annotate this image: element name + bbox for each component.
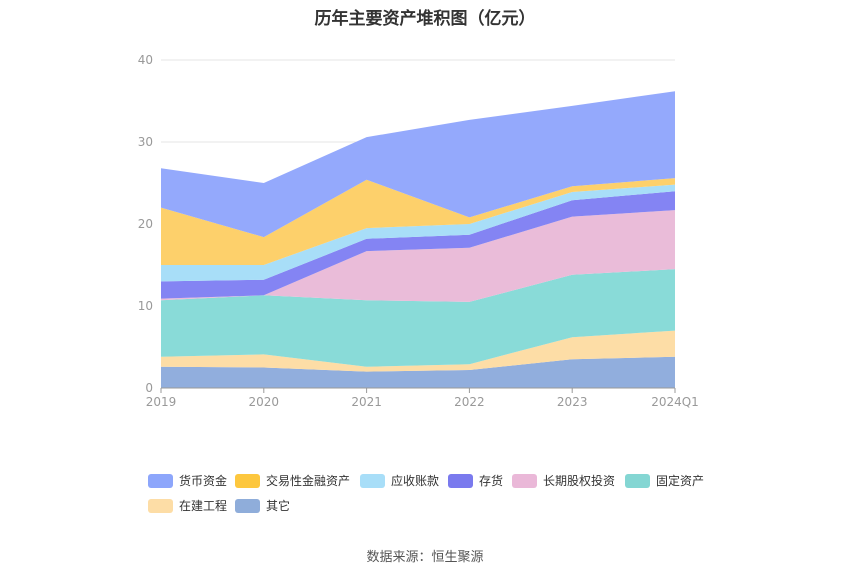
legend-item[interactable]: 长期股权投资 — [512, 472, 615, 489]
area-存货 — [161, 191, 675, 299]
legend-label: 其它 — [266, 499, 291, 513]
y-tick-label: 20 — [138, 217, 153, 231]
area-长期股权投资 — [161, 210, 675, 302]
area-货币资金 — [161, 91, 675, 238]
area-在建工程 — [161, 330, 675, 372]
legend-swatch — [448, 473, 473, 488]
legend-item[interactable]: 货币资金 — [148, 472, 227, 489]
legend-label: 存货 — [479, 474, 504, 488]
legend-label: 货币资金 — [179, 474, 228, 488]
x-tick-label: 2023 — [557, 395, 588, 409]
legend-label: 固定资产 — [656, 474, 705, 488]
legend-label: 应收账款 — [391, 474, 440, 488]
legend-item[interactable]: 固定资产 — [625, 472, 704, 489]
x-tick-label: 2024Q1 — [651, 395, 699, 409]
legend-swatch — [235, 498, 260, 513]
y-tick-label: 30 — [138, 135, 153, 149]
y-tick-label: 40 — [138, 53, 153, 67]
legend-swatch — [148, 473, 173, 488]
x-tick-label: 2022 — [454, 395, 485, 409]
legend-item[interactable]: 在建工程 — [148, 497, 227, 514]
y-tick-label: 10 — [138, 299, 153, 313]
area-固定资产 — [161, 269, 675, 367]
y-tick-label: 0 — [145, 381, 153, 395]
legend-item[interactable]: 存货 — [448, 472, 503, 489]
legend-label: 在建工程 — [179, 499, 228, 513]
x-tick-label: 2021 — [351, 395, 382, 409]
legend-label: 长期股权投资 — [543, 474, 616, 488]
data-source-note: 数据来源：恒生聚源 — [366, 550, 484, 565]
legend-swatch — [625, 473, 650, 488]
legend-swatch — [360, 473, 385, 488]
chart-title: 历年主要资产堆积图（亿元） — [314, 9, 536, 29]
stacked-area-chart: 2019 2020 2021 2022 2023 2024Q1 0 10 20 30 40 — [138, 53, 699, 409]
x-tick-label: 2019 — [146, 395, 177, 409]
axes: 2019 2020 2021 2022 2023 2024Q1 0 10 20 30 40 — [138, 53, 699, 409]
legend-swatch — [235, 473, 260, 488]
legend-item[interactable]: 交易性金融资产 — [235, 472, 350, 489]
legend-label: 交易性金融资产 — [266, 474, 351, 488]
x-tick-label: 2020 — [249, 395, 280, 409]
legend-item[interactable]: 其它 — [235, 497, 290, 514]
legend-swatch — [512, 473, 537, 488]
area-其它 — [161, 356, 675, 388]
area-应收账款 — [161, 184, 675, 282]
area-交易性金融资产 — [161, 178, 675, 265]
legend-swatch — [148, 498, 173, 513]
area-series — [161, 91, 675, 388]
legend-item[interactable]: 应收账款 — [360, 472, 439, 489]
